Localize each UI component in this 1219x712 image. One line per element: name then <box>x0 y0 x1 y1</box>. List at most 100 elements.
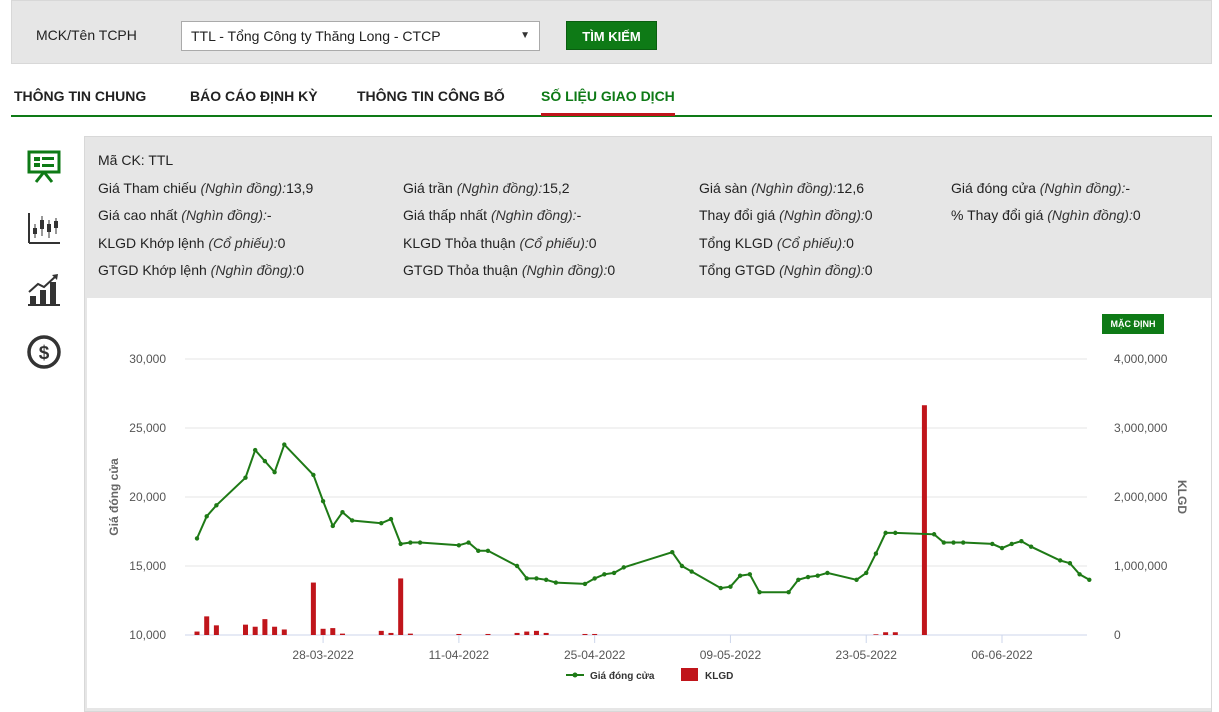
price-point <box>602 572 607 577</box>
candlestick-chart-icon[interactable] <box>26 210 62 246</box>
volume-bar <box>524 631 530 635</box>
volume-bar <box>514 632 520 635</box>
price-point <box>893 530 898 536</box>
y2-tick-label: 0 <box>1114 628 1121 642</box>
price-point <box>204 514 209 519</box>
price-point <box>485 548 491 554</box>
volume-bar <box>330 628 336 635</box>
search-button[interactable]: TÌM KIẾM <box>566 21 657 50</box>
info-tong-gtgd: Tổng GTGD (Nghìn đồng):0 <box>699 262 873 278</box>
info-gtgd-thoa-thuan: GTGD Thỏa thuận (Nghìn đồng):0 <box>403 262 616 278</box>
price-point <box>1009 541 1014 547</box>
info-gia-thap-nhat: Giá thấp nhất (Nghìn đồng):- <box>403 207 582 223</box>
tab-general-info[interactable]: THÔNG TIN CHUNG <box>14 88 147 104</box>
volume-bar <box>339 633 345 635</box>
stock-select-value: TTL - Tổng Công ty Thăng Long - CTCP <box>191 28 441 44</box>
price-point <box>282 442 287 447</box>
price-point <box>1077 572 1082 577</box>
price-point <box>854 577 859 582</box>
volume-bar <box>921 405 927 635</box>
price-point <box>272 469 277 475</box>
price-point <box>728 584 733 589</box>
price-point <box>941 540 947 545</box>
price-point <box>670 550 675 555</box>
volume-bar <box>533 630 539 635</box>
x-tick-label: 09-05-2022 <box>700 648 762 662</box>
info-gia-dong-cua: Giá đóng cửa (Nghìn đồng):- <box>951 180 1131 196</box>
search-bar: MCK/Tên TCPH TTL - Tổng Công ty Thăng Lo… <box>11 0 1212 64</box>
price-point <box>786 590 791 595</box>
volume-bar <box>242 624 248 635</box>
price-point <box>214 503 219 508</box>
volume-bar <box>592 633 598 635</box>
price-point <box>737 573 743 578</box>
volume-bar <box>582 633 588 635</box>
stock-select[interactable]: TTL - Tổng Công ty Thăng Long - CTCP ▼ <box>181 21 540 51</box>
price-point <box>951 540 956 545</box>
volume-bar <box>194 631 200 635</box>
price-point <box>243 475 248 480</box>
y2-tick-label: 1,000,000 <box>1114 559 1168 573</box>
y-axis-ticks: 30,000 25,000 20,000 15,000 10,000 <box>129 352 166 642</box>
x-tick-label: 06-06-2022 <box>971 648 1033 662</box>
price-point <box>718 585 723 591</box>
volume-bar <box>398 578 404 635</box>
presentation-icon[interactable] <box>26 148 62 184</box>
volume-bar <box>456 633 462 635</box>
price-point <box>747 572 753 577</box>
price-point <box>1058 558 1063 563</box>
price-point <box>398 541 403 547</box>
info-gia-cao-nhat: Giá cao nhất (Nghìn đồng):- <box>98 207 272 223</box>
tab-periodic-reports[interactable]: BÁO CÁO ĐỊNH KỲ <box>190 88 318 104</box>
info-gia-tran: Giá trần (Nghìn đồng):15,2 <box>403 180 570 196</box>
price-point <box>689 569 694 574</box>
svg-text:$: $ <box>39 343 50 364</box>
y-axis-label: Giá đóng cửa <box>107 458 121 536</box>
default-view-button[interactable]: MẶC ĐỊNH <box>1102 314 1164 334</box>
info-thay-doi-gia: Thay đổi giá (Nghìn đồng):0 <box>699 207 873 223</box>
x-axis-ticks: 28-03-2022 11-04-2022 25-04-2022 09-05-2022… <box>292 635 1033 662</box>
price-point <box>349 518 355 523</box>
price-point <box>456 543 462 548</box>
price-point <box>476 548 481 554</box>
price-point <box>999 545 1005 551</box>
info-klgd-khop-lenh: KLGD Khớp lệnh (Cổ phiếu):0 <box>98 235 286 251</box>
volume-bar <box>873 634 879 635</box>
price-point <box>621 565 626 570</box>
x-tick-label: 11-04-2022 <box>429 648 490 662</box>
price-point <box>320 498 326 504</box>
price-point <box>330 523 335 529</box>
search-label: MCK/Tên TCPH <box>36 27 137 43</box>
price-point <box>1028 544 1034 549</box>
price-point <box>796 577 801 582</box>
price-point <box>388 516 394 522</box>
price-point <box>864 570 869 576</box>
price-point <box>805 574 811 580</box>
price-point <box>1067 561 1073 566</box>
volume-bars <box>194 405 927 635</box>
y-tick-label: 25,000 <box>129 421 166 435</box>
price-point <box>417 540 423 545</box>
y-tick-label: 20,000 <box>129 490 166 504</box>
volume-bar <box>262 619 268 635</box>
info-pct-thay-doi-gia: % Thay đổi giá (Nghìn đồng):0 <box>951 207 1141 223</box>
tab-trading-data[interactable]: SỐ LIỆU GIAO DỊCH <box>541 88 675 116</box>
bar-growth-chart-icon[interactable] <box>26 272 62 308</box>
volume-bar <box>213 625 219 635</box>
dollar-coin-icon[interactable]: $ <box>26 334 62 370</box>
price-point <box>757 590 762 595</box>
chart-container <box>87 298 1211 708</box>
info-klgd-thoa-thuan: KLGD Thỏa thuận (Cổ phiếu):0 <box>403 235 597 251</box>
price-point <box>534 576 539 581</box>
price-point <box>408 540 413 545</box>
legend-price: Giá đóng cửa <box>590 671 655 682</box>
volume-bar <box>485 633 491 635</box>
price-points <box>194 442 1092 595</box>
price-line <box>196 442 1090 594</box>
volume-bar <box>407 633 413 635</box>
info-gia-tham-chieu: Giá Tham chiếu (Nghìn đồng):13,9 <box>98 180 314 196</box>
price-point <box>815 573 820 578</box>
price-point <box>543 577 549 582</box>
price-point <box>961 540 966 545</box>
tab-announcements[interactable]: THÔNG TIN CÔNG BỐ <box>357 88 505 104</box>
